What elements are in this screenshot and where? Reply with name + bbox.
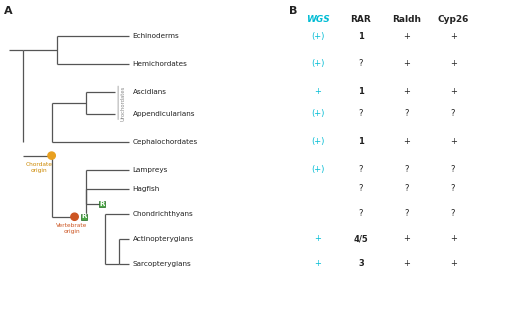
Text: ?: ? <box>451 110 455 118</box>
Text: ?: ? <box>359 184 363 193</box>
Text: Lampreys: Lampreys <box>133 166 168 172</box>
Text: 1: 1 <box>358 137 364 146</box>
Text: Chondrichthyans: Chondrichthyans <box>133 211 193 217</box>
Text: +: + <box>403 137 411 146</box>
Text: ?: ? <box>359 209 363 219</box>
Text: R: R <box>99 201 104 207</box>
Text: (+): (+) <box>311 32 324 41</box>
Text: RAR: RAR <box>351 15 371 24</box>
Text: Chordate
origin: Chordate origin <box>25 162 52 172</box>
Text: +: + <box>403 59 411 68</box>
Text: +: + <box>450 87 457 96</box>
Text: ?: ? <box>451 209 455 219</box>
Text: ?: ? <box>405 165 409 174</box>
Text: Ascidians: Ascidians <box>133 89 166 95</box>
Text: Hemichordates: Hemichordates <box>133 61 187 67</box>
Text: ?: ? <box>405 184 409 193</box>
Text: Appendicularians: Appendicularians <box>133 111 195 117</box>
Text: Urochordates: Urochordates <box>120 85 125 121</box>
Text: +: + <box>450 32 457 41</box>
Text: Cyp26: Cyp26 <box>437 15 469 24</box>
Text: Raldh: Raldh <box>393 15 421 24</box>
Text: ?: ? <box>405 209 409 219</box>
Text: Hagfish: Hagfish <box>133 186 160 192</box>
Text: ?: ? <box>405 110 409 118</box>
Circle shape <box>48 152 55 159</box>
Text: (+): (+) <box>311 59 324 68</box>
Text: +: + <box>450 259 457 268</box>
Text: +: + <box>403 259 411 268</box>
Text: 1: 1 <box>358 87 364 96</box>
Text: Cephalochordates: Cephalochordates <box>133 139 198 145</box>
Text: Sarcopterygians: Sarcopterygians <box>133 261 191 267</box>
FancyBboxPatch shape <box>80 214 87 220</box>
Text: +: + <box>314 87 321 96</box>
Text: +: + <box>450 235 457 243</box>
Text: ?: ? <box>451 184 455 193</box>
Text: +: + <box>403 87 411 96</box>
Text: WGS: WGS <box>306 15 329 24</box>
Circle shape <box>71 213 78 220</box>
Text: +: + <box>314 259 321 268</box>
Text: ?: ? <box>359 165 363 174</box>
Text: ?: ? <box>359 110 363 118</box>
Text: 1: 1 <box>358 32 364 41</box>
Text: B: B <box>289 6 297 16</box>
Text: 4/5: 4/5 <box>354 235 368 243</box>
Text: (+): (+) <box>311 137 324 146</box>
Text: (+): (+) <box>311 165 324 174</box>
Text: R: R <box>81 214 87 219</box>
FancyBboxPatch shape <box>99 201 105 207</box>
Text: ?: ? <box>451 165 455 174</box>
Text: +: + <box>450 59 457 68</box>
Text: Vertebrate
origin: Vertebrate origin <box>56 223 88 234</box>
Text: +: + <box>450 137 457 146</box>
Text: ?: ? <box>359 59 363 68</box>
Text: +: + <box>314 235 321 243</box>
Text: Actinopterygians: Actinopterygians <box>133 236 194 242</box>
Text: 3: 3 <box>358 259 364 268</box>
Text: +: + <box>403 235 411 243</box>
Text: +: + <box>403 32 411 41</box>
Text: Echinoderms: Echinoderms <box>133 33 179 39</box>
Text: (+): (+) <box>311 110 324 118</box>
Text: A: A <box>4 6 13 16</box>
